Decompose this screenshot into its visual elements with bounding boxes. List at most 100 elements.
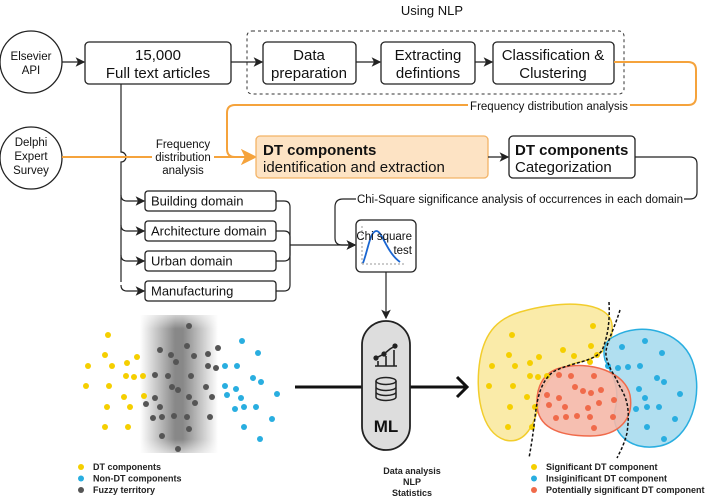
data-point [157, 404, 163, 410]
domain-box: Urban domain [144, 250, 277, 272]
data-point [184, 343, 190, 349]
data-point [233, 386, 239, 392]
extracting-definitions-node: Extracting defintions [380, 41, 476, 85]
domain-branch [120, 254, 146, 266]
data-point [257, 436, 263, 442]
domain-box: Architecture domain [144, 220, 277, 242]
data-point [642, 395, 648, 401]
delphi-label: Delphi [15, 137, 48, 149]
dt-categorization-node: DT components Categorization [508, 135, 636, 179]
data-point [203, 384, 209, 390]
ml-capsule: ML [361, 320, 411, 451]
data-point [186, 426, 192, 432]
data-point [186, 323, 192, 329]
data-point [173, 359, 179, 365]
data-point [661, 436, 667, 442]
data-point [169, 384, 175, 390]
data-point [610, 414, 616, 420]
data-point [505, 424, 511, 430]
api-label: API [22, 65, 41, 77]
data-point [590, 323, 596, 329]
data-point [131, 374, 137, 380]
data-point [106, 383, 112, 389]
data-point [238, 395, 244, 401]
data-point [127, 404, 133, 410]
data-point [241, 424, 247, 430]
left-scatter [83, 323, 280, 452]
domain-label: Urban domain [151, 254, 233, 269]
data-point [215, 345, 221, 351]
data-point [568, 373, 574, 379]
data-point [168, 352, 174, 358]
data-point [546, 402, 552, 408]
frequency-label-left: Frequency [156, 139, 211, 151]
data-point [192, 400, 198, 406]
articles-label: Full text articles [106, 65, 210, 82]
dt-identification-title: DT components [263, 142, 376, 159]
data-point [165, 373, 171, 379]
data-point [175, 446, 181, 452]
data-point [574, 413, 580, 419]
domain-branch [120, 224, 146, 236]
step-label: Data [293, 47, 325, 64]
data-point [486, 383, 492, 389]
ml-caption: NLP [403, 477, 421, 487]
data-point [556, 395, 562, 401]
data-point [209, 394, 215, 400]
data-point [507, 404, 513, 410]
data-point [123, 373, 129, 379]
data-point [563, 414, 569, 420]
domain-branch [120, 284, 146, 296]
distribution-curve-icon [362, 230, 401, 264]
dt-identification-subtitle: identification and extraction [263, 159, 445, 176]
legend-swatch [78, 475, 84, 482]
legend-swatch [531, 475, 537, 482]
data-point [611, 397, 617, 403]
data-point [104, 404, 110, 410]
full-text-articles-node: 15,000 Full text articles [84, 41, 232, 85]
ml-label: ML [374, 417, 399, 436]
data-point [159, 433, 165, 439]
data-point [509, 332, 515, 338]
data-point [102, 424, 108, 430]
legend-label: Potentially significant DT component [546, 485, 705, 495]
legend-label: DT components [93, 462, 161, 472]
data-point [656, 404, 662, 410]
frequency-label-left: distribution [155, 152, 211, 164]
frequency-label-top: Frequency distribution analysis [470, 101, 628, 113]
data-point [580, 388, 586, 394]
data-point [143, 401, 149, 407]
decision-boundary-2 [605, 309, 630, 459]
data-point [562, 404, 568, 410]
data-point [619, 344, 625, 350]
data-point [222, 383, 228, 389]
data-point [124, 360, 130, 366]
data-point [642, 338, 648, 344]
data-point [544, 373, 550, 379]
data-point [269, 416, 275, 422]
step-label: preparation [271, 65, 347, 82]
domain-merge [276, 200, 291, 245]
delphi-survey-node: Delphi Expert Survey [0, 126, 63, 190]
legend-label: Insiginificant DT component [546, 474, 667, 484]
data-point [83, 383, 89, 389]
domain-label: Manufacturing [151, 284, 233, 299]
legend-swatch [531, 487, 537, 493]
data-point [184, 414, 190, 420]
data-point [205, 351, 211, 357]
data-point [255, 350, 261, 356]
data-point [506, 352, 512, 358]
data-point [105, 332, 111, 338]
data-point [591, 425, 597, 431]
step-label: Clustering [519, 65, 587, 82]
data-point [677, 391, 683, 397]
data-point [234, 363, 240, 369]
data-point [510, 383, 516, 389]
domain-branch [120, 194, 146, 206]
data-point [191, 353, 197, 359]
legend-swatch [531, 464, 537, 470]
data-point [134, 354, 140, 360]
data-point [633, 406, 639, 412]
domain-label: Building domain [151, 194, 244, 209]
